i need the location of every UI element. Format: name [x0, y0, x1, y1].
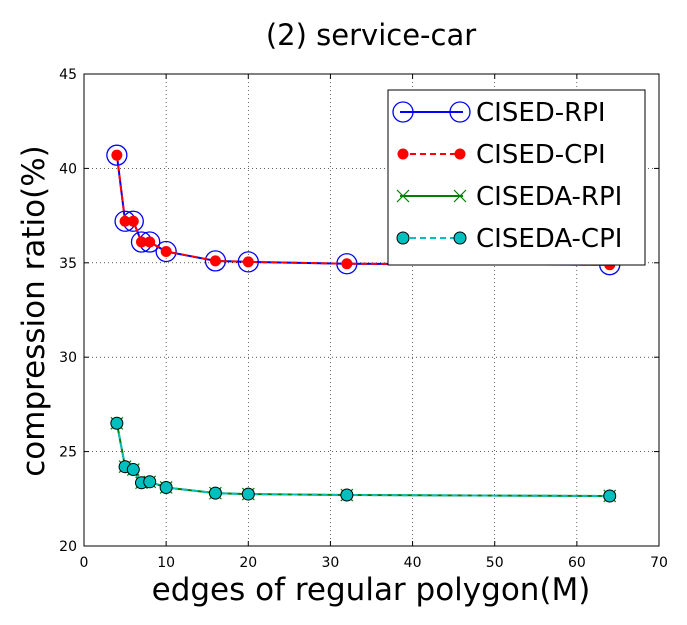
series-ciseda-cpi: [110, 416, 617, 503]
legend-box: [387, 89, 646, 266]
legend-entry: CISED-CPI: [397, 140, 606, 170]
axis-ticks: 0 10 20 30 40 50 60 70 20 25 30 35 40 45: [59, 67, 668, 571]
data-point-cised-cpi-4: [144, 236, 156, 248]
x-tick-label: 0: [80, 555, 89, 571]
y-tick-label: 45: [59, 67, 77, 83]
data-point-cised-cpi-legend-a: [397, 148, 409, 160]
data-point-ciseda-rpi-legend-a: [396, 189, 410, 203]
legend-entry: CISEDA-CPI: [396, 224, 622, 254]
data-point-cised-rpi-5: [155, 240, 177, 263]
data-point-ciseda-cpi-0: [110, 416, 124, 430]
data-point-ciseda-cpi-8: [340, 488, 354, 502]
data-point-cised-cpi-legend-b: [454, 148, 466, 160]
data-point-cised-cpi-0: [111, 149, 123, 161]
legend-label: CISEDA-RPI: [476, 182, 622, 212]
x-tick-label: 60: [568, 555, 586, 571]
y-tick-label: 40: [59, 161, 77, 177]
data-point-cised-cpi-2: [127, 215, 139, 227]
series-layer: [106, 144, 621, 503]
plot-frame: [83, 73, 660, 547]
data-point-ciseda-cpi-legend-b: [453, 231, 467, 245]
y-tick-label: 30: [59, 350, 77, 366]
data-point-ciseda-cpi-7: [241, 487, 255, 501]
x-axis-label: edges of regular polygon(M): [152, 572, 591, 608]
x-tick-label: 50: [486, 555, 504, 571]
data-point-cised-cpi-8: [341, 258, 353, 270]
series-line-ciseda-cpi: [115, 423, 610, 497]
data-point-cised-cpi-6: [209, 255, 221, 267]
data-point-ciseda-cpi-6: [208, 486, 222, 500]
legend-entry: CISED-RPI: [392, 98, 606, 128]
data-point-ciseda-cpi-legend-a: [396, 231, 410, 245]
data-point-ciseda-cpi-9: [603, 489, 617, 503]
data-point-cised-cpi-7: [242, 256, 254, 268]
y-tick-label: 25: [59, 445, 77, 461]
data-point-cised-rpi-legend-b: [449, 101, 471, 123]
series-line-ciseda-rpi: [115, 423, 610, 497]
data-point-ciseda-cpi-5: [159, 480, 173, 494]
x-tick-label: 70: [650, 555, 668, 571]
legend-entry: CISEDA-RPI: [396, 182, 622, 212]
legend-label: CISEDA-CPI: [476, 224, 622, 254]
x-tick-label: 10: [157, 555, 175, 571]
data-point-cised-rpi-0: [106, 144, 128, 166]
x-tick-label: 40: [404, 555, 422, 571]
grid-lines: [84, 74, 659, 546]
chart-title: (2) service-car: [266, 18, 476, 52]
x-tick-label: 20: [239, 555, 257, 571]
y-tick-label: 35: [59, 256, 77, 272]
legend-label: CISED-CPI: [476, 140, 606, 170]
data-point-cised-rpi-7: [237, 251, 259, 273]
data-point-cised-rpi-legend-a: [392, 101, 414, 123]
data-point-ciseda-rpi-legend-b: [453, 189, 467, 203]
data-point-ciseda-cpi-4: [143, 475, 157, 489]
data-point-cised-cpi-5: [160, 245, 172, 257]
x-tick-label: 30: [322, 555, 340, 571]
legend-label: CISED-RPI: [476, 98, 606, 128]
y-tick-label: 20: [59, 539, 77, 555]
y-axis-label: compression ratio(%): [16, 145, 52, 477]
legend: CISED-RPI CISED-CPI CISEDA-RPI CISEDA-CPI: [387, 89, 646, 266]
data-point-ciseda-cpi-2: [126, 463, 140, 477]
